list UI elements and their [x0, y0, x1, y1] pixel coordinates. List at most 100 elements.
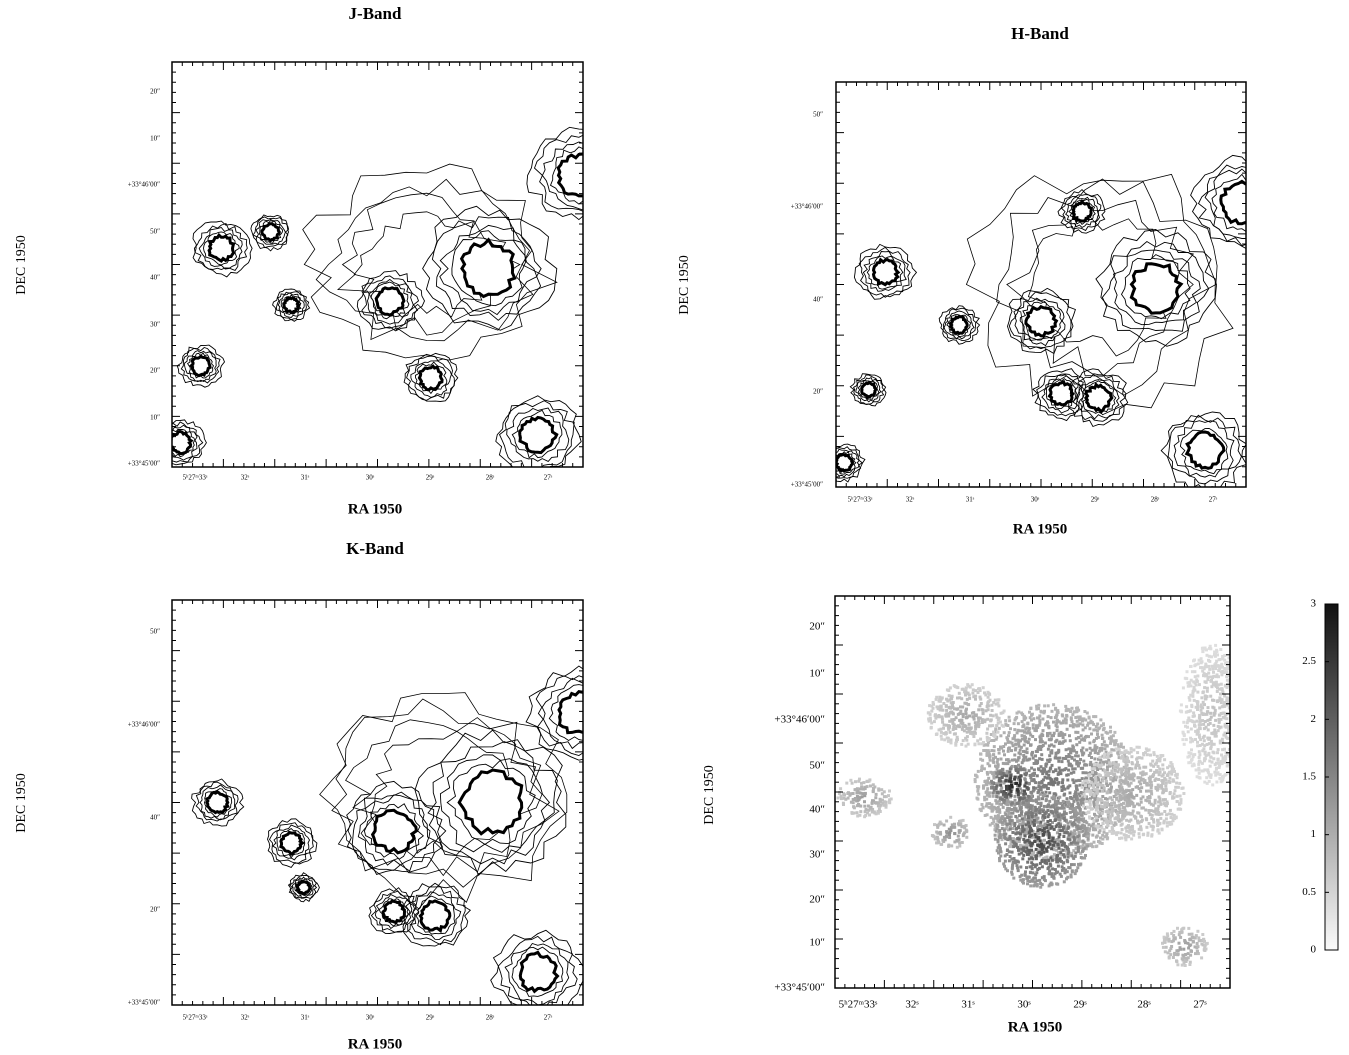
pixel: [1065, 812, 1068, 815]
pixel: [1210, 716, 1213, 719]
pixel: [949, 816, 952, 819]
pixel: [1190, 752, 1193, 755]
pixel: [1027, 758, 1030, 761]
pixel: [1077, 816, 1080, 819]
pixel: [1138, 836, 1141, 839]
pixel: [1240, 732, 1243, 735]
pixel: [1111, 826, 1114, 829]
pixel: [1081, 747, 1084, 750]
pixel: [1005, 736, 1008, 739]
pixel: [881, 792, 884, 795]
pixel: [856, 811, 859, 814]
x-tick-label: 5ʰ27ᵐ33ˢ: [183, 474, 208, 482]
pixel: [1186, 721, 1189, 724]
pixel: [1025, 772, 1028, 775]
pixel: [1191, 740, 1194, 743]
pixel: [1096, 834, 1099, 837]
pixel: [1234, 733, 1237, 736]
pixel: [1028, 835, 1031, 838]
pixel: [1047, 830, 1050, 833]
pixel: [951, 706, 954, 709]
pixel: [866, 780, 869, 783]
pixel: [1001, 724, 1004, 727]
pixel: [1001, 768, 1004, 771]
pixel: [1018, 745, 1021, 748]
pixel: [935, 733, 938, 736]
pixel: [1198, 723, 1201, 726]
pixel: [1154, 763, 1157, 766]
pixel: [1135, 758, 1138, 761]
pixel: [1027, 815, 1030, 818]
x-tick-label: 29ˢ: [426, 474, 435, 482]
pixel: [1095, 816, 1098, 819]
pixel: [1223, 654, 1226, 657]
pixel: [1038, 757, 1041, 760]
pixel: [954, 685, 957, 688]
pixel: [1176, 927, 1179, 930]
pixel: [1201, 650, 1204, 653]
pixel: [1106, 790, 1109, 793]
pixel: [987, 696, 990, 699]
pixel: [1057, 760, 1060, 763]
pixel: [1014, 815, 1017, 818]
pixel: [1168, 957, 1171, 960]
pixel: [1001, 827, 1004, 830]
pixel: [1036, 774, 1039, 777]
pixel: [1233, 757, 1236, 760]
pixel: [1206, 782, 1209, 785]
pixel: [1160, 828, 1163, 831]
pixel: [1053, 877, 1056, 880]
pixel: [1076, 731, 1079, 734]
pixel: [1236, 691, 1239, 694]
pixel: [940, 738, 943, 741]
pixel: [1049, 843, 1052, 846]
pixel: [1144, 799, 1147, 802]
pixel: [1061, 713, 1064, 716]
pixel: [1010, 858, 1013, 861]
pixel: [998, 727, 1001, 730]
pixel: [1215, 768, 1218, 771]
pixel: [1148, 799, 1151, 802]
pixel: [1209, 765, 1212, 768]
image: [154, 127, 631, 475]
pixel: [1182, 948, 1185, 951]
pixel: [839, 787, 842, 790]
pixel: [1017, 861, 1020, 864]
pixel: [1168, 938, 1171, 941]
pixel: [1051, 867, 1054, 870]
pixel: [1231, 714, 1234, 717]
pixel: [1101, 812, 1104, 815]
pixel: [997, 748, 1000, 751]
pixel: [981, 803, 984, 806]
pixel: [1081, 753, 1084, 756]
pixel: [1151, 828, 1154, 831]
x-tick-label: 29ˢ: [426, 1014, 435, 1022]
pixel: [1039, 845, 1042, 848]
pixel: [1226, 667, 1229, 670]
pixel: [1023, 790, 1026, 793]
pixel: [1198, 727, 1201, 730]
pixel: [989, 755, 992, 758]
pixel: [1004, 842, 1007, 845]
pixel: [951, 720, 954, 723]
pixel: [1023, 785, 1026, 788]
pixel: [1237, 692, 1240, 695]
pixel: [972, 735, 975, 738]
pixel: [1029, 707, 1032, 710]
pixel: [1071, 869, 1074, 872]
pixel: [1073, 793, 1076, 796]
pixel: [1140, 807, 1143, 810]
pixel: [1044, 859, 1047, 862]
pixel: [954, 732, 957, 735]
pixel: [1236, 712, 1239, 715]
pixel: [1160, 803, 1163, 806]
pixel: [985, 805, 988, 808]
pixel: [1130, 747, 1133, 750]
pixel: [937, 840, 940, 843]
pixel: [1082, 737, 1085, 740]
pixel: [1058, 796, 1061, 799]
pixel: [1036, 818, 1039, 821]
contour: [950, 317, 967, 334]
pixel: [1162, 768, 1165, 771]
pixel: [1046, 787, 1049, 790]
